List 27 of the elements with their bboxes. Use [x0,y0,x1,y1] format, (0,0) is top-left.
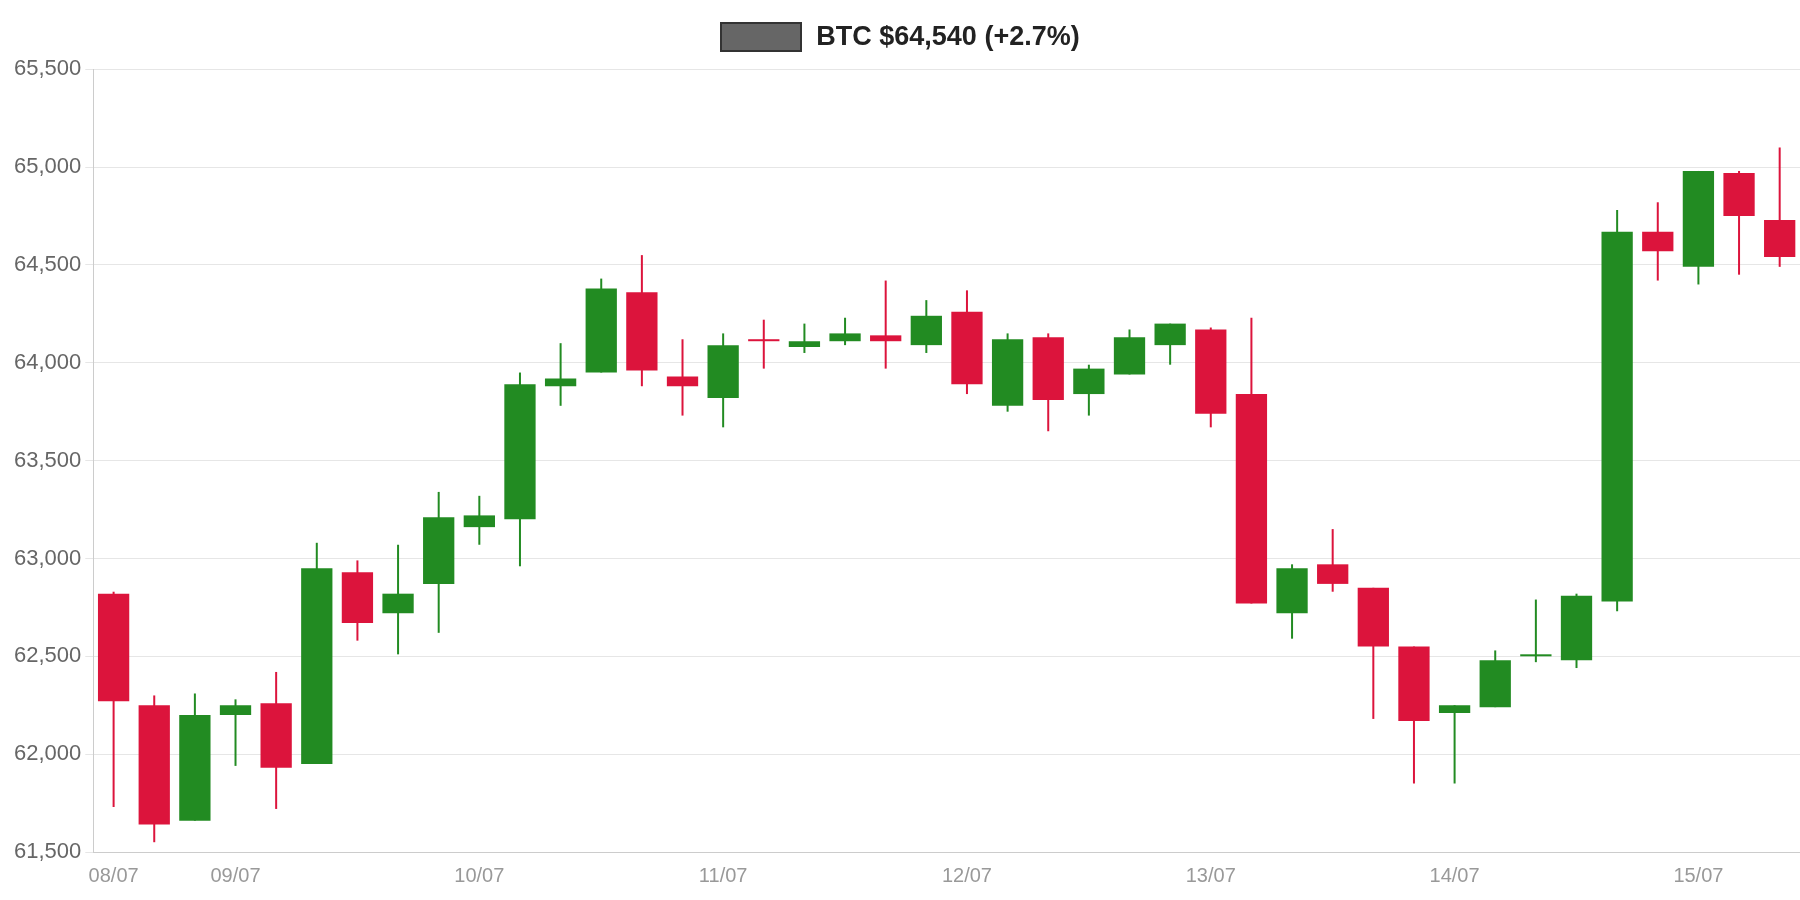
y-tick-label: 63,000 [13,544,82,570]
y-tick-label: 62,500 [13,642,82,668]
candlestick [666,338,699,417]
y-tick-label: 63,500 [13,446,82,472]
text: BTC $64,540 (+2.7%) [816,21,1080,52]
y-tick-label: 64,000 [13,348,82,374]
candlestick [829,316,861,347]
y-tick-label: 62,000 [13,740,82,766]
candlestick [544,342,577,407]
candlestick [219,698,252,767]
x-tick-label: 11/07 [698,863,748,886]
y-tick-label: 64,500 [13,250,82,276]
x-tick-label: 13/07 [1185,863,1236,886]
x-tick-label: 09/07 [210,863,261,886]
x-tick-label: 08/07 [88,863,139,886]
candlestick [1438,704,1471,785]
y-tick-label: 65,500 [13,55,82,81]
candlestick [748,318,780,370]
candlestick [1520,598,1552,664]
x-tick-label: 10/07 [454,863,505,886]
candlestick [870,279,902,370]
x-tick-label: 15/07 [1673,863,1724,886]
y-tick-label: 65,000 [13,153,82,179]
candlestick [788,322,821,354]
y-tick-label: 61,500 [13,838,82,864]
x-tick-label: 14/07 [1429,863,1480,886]
x-tick-label: 12/07 [941,863,992,886]
